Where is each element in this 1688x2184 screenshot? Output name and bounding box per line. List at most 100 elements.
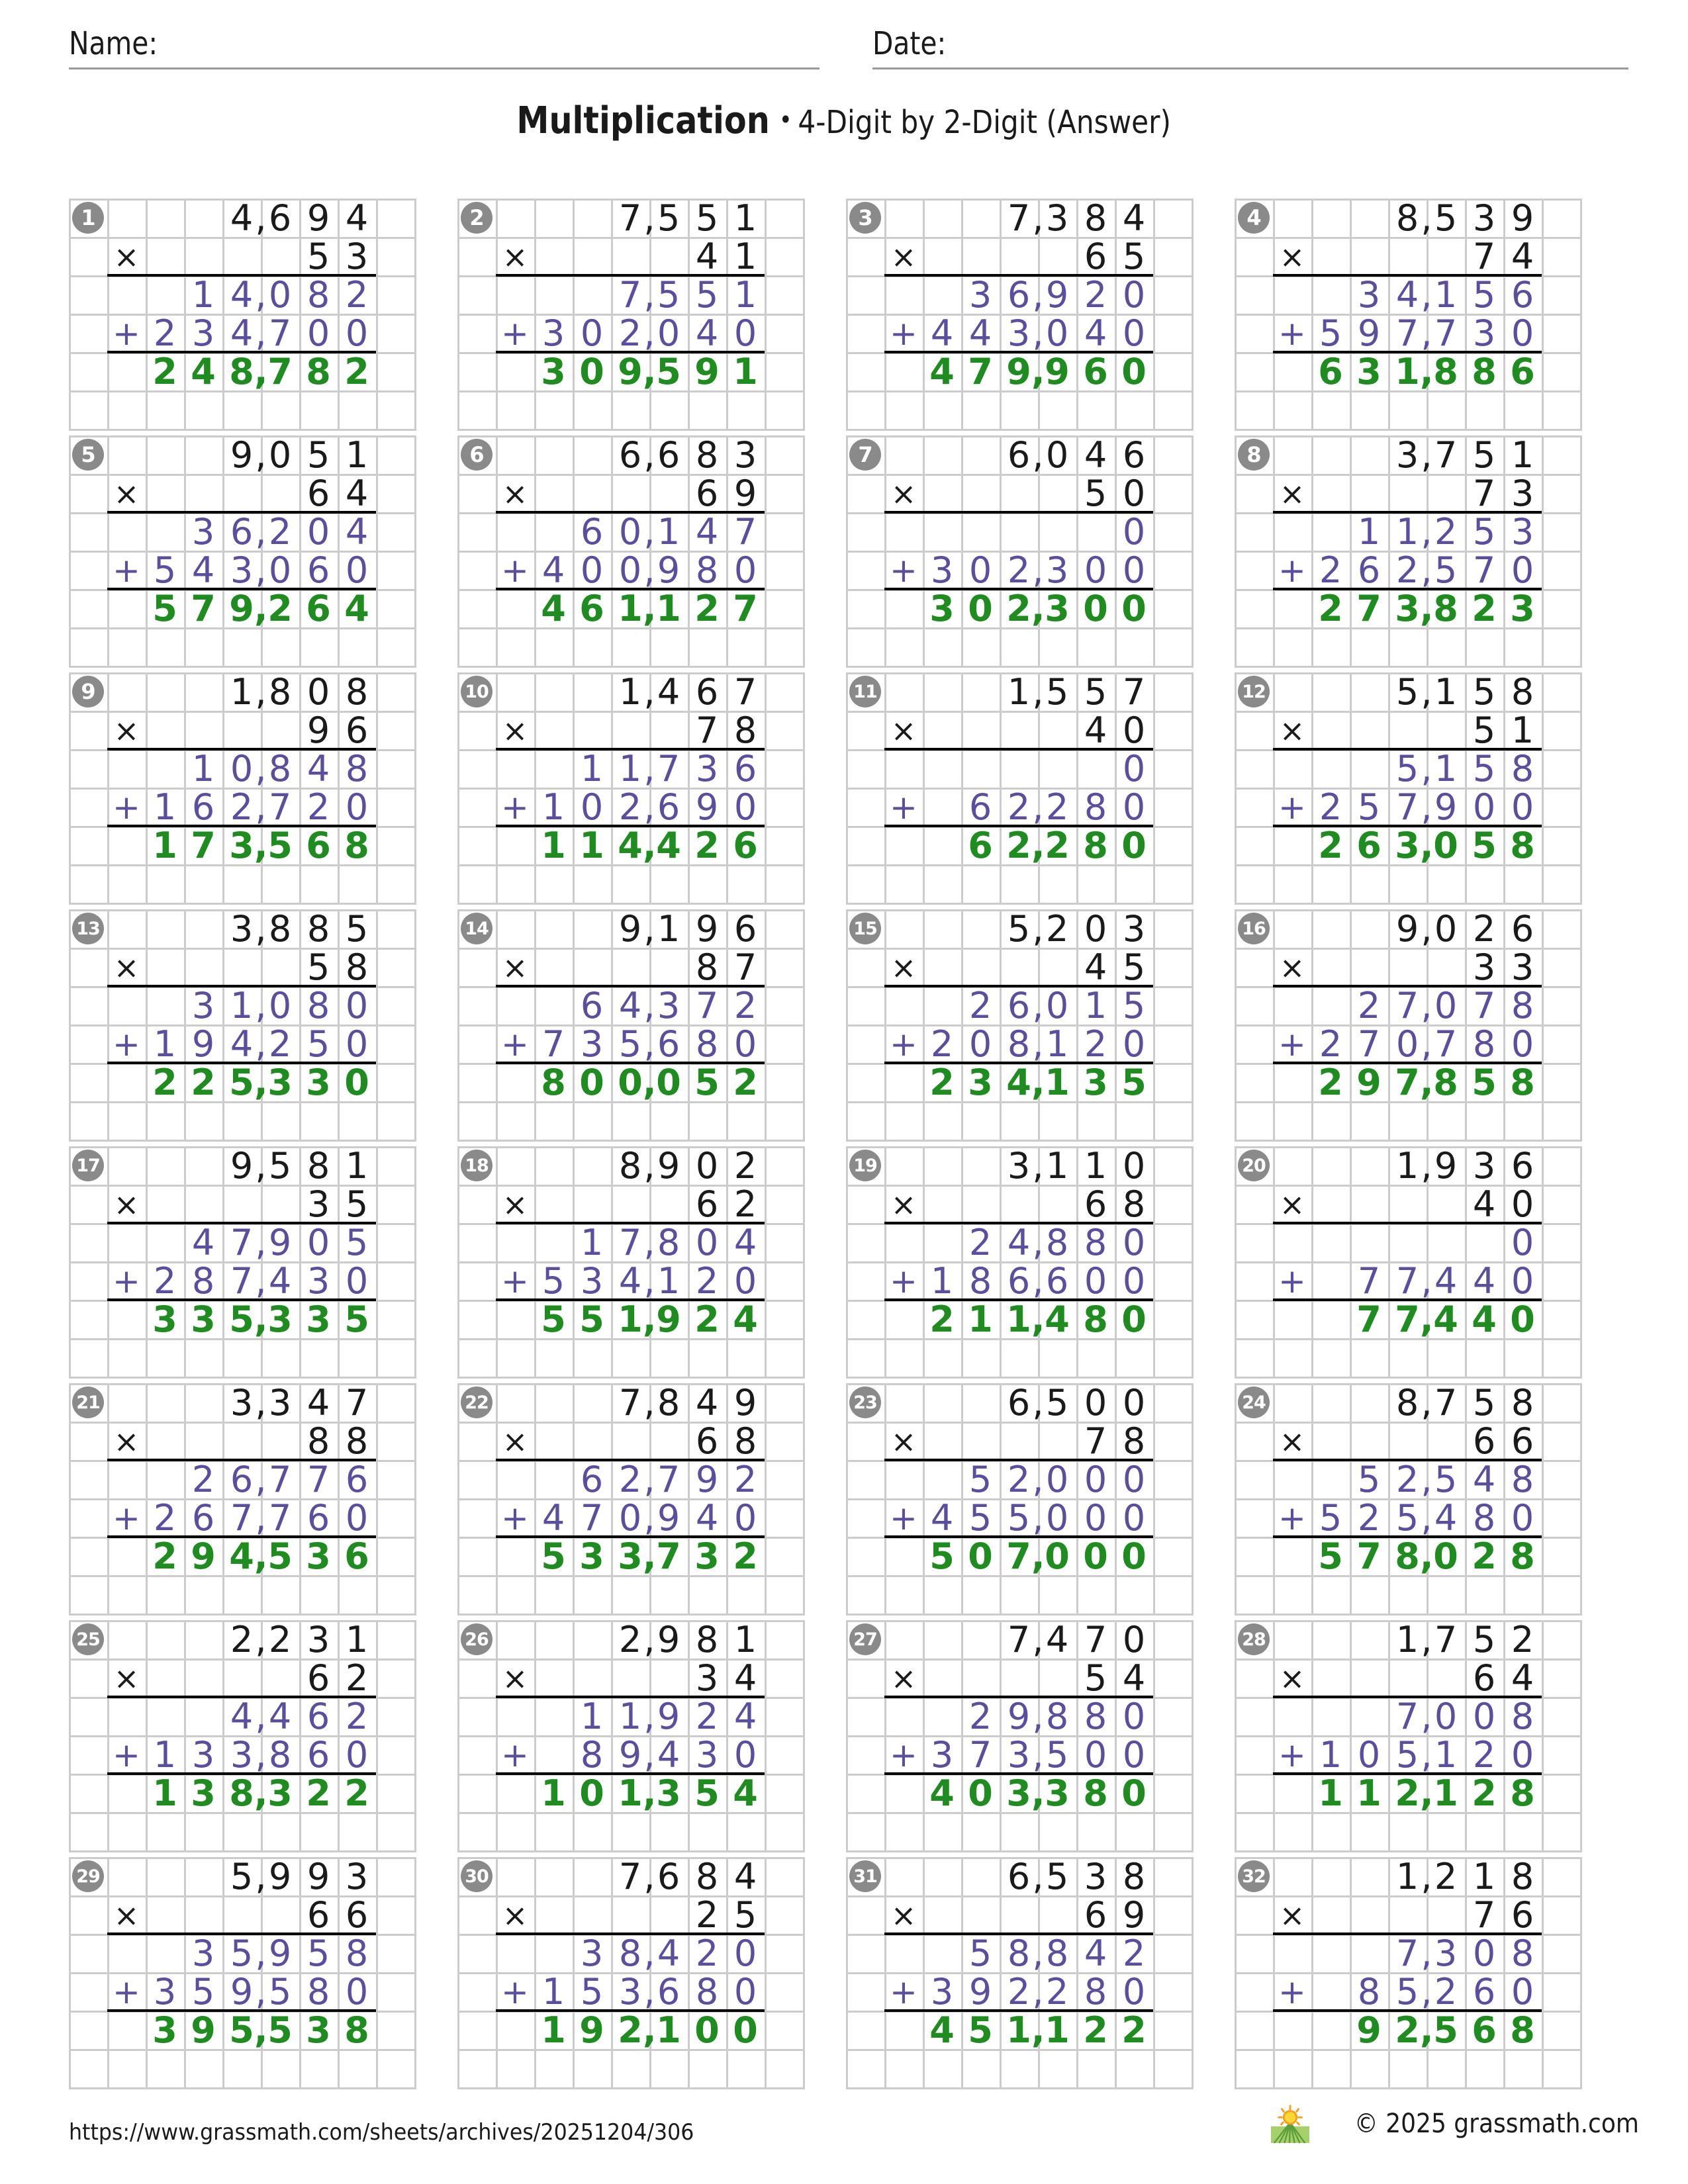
multiplicand-digit: 1 <box>230 671 254 713</box>
product-comma: , <box>1420 1772 1434 1814</box>
answer-rule <box>496 1298 765 1301</box>
answer-rule <box>107 1298 376 1301</box>
plus-sign: + <box>113 1262 140 1300</box>
multiplicand-digit: 3 <box>1472 1145 1496 1187</box>
multiplicand-digit: 9 <box>230 1145 254 1187</box>
partial-product-1-digit: 8 <box>345 748 369 790</box>
partial-product-2-digit: 5 <box>1395 1497 1419 1539</box>
multiplicand-digit: 6 <box>1511 908 1534 950</box>
partial-product-1-digit: 2 <box>268 511 292 553</box>
title-subtitle: 4-Digit by 2-Digit (Answer) <box>798 104 1172 141</box>
partial-product-1-digit: 0 <box>268 985 292 1026</box>
multiplier-digit: 6 <box>1511 1894 1534 1936</box>
multiplier-digit: 3 <box>1511 473 1534 514</box>
plus-sign: + <box>890 1499 917 1537</box>
multiplier-digit: 4 <box>1511 236 1534 277</box>
product-digit: 4 <box>1006 1062 1031 1103</box>
multiplier-digit: 4 <box>1122 1657 1146 1699</box>
multiplicand-comma: , <box>643 1856 655 1897</box>
partial-product-2-digit: 1 <box>1434 1734 1458 1776</box>
product-digit: 3 <box>618 1535 643 1577</box>
partial-product-1-comma: , <box>1421 985 1432 1026</box>
product-digit: 8 <box>1510 825 1535 866</box>
product-digit: 3 <box>229 825 254 866</box>
partial-product-1-digit: 2 <box>695 1933 719 1974</box>
partial-product-2-digit: 4 <box>930 312 954 354</box>
multiplier-digit: 1 <box>733 236 757 277</box>
partial-product-2-digit: 0 <box>1084 549 1107 591</box>
multiplier-digit: 2 <box>345 1657 369 1699</box>
product-digit: 5 <box>694 1062 720 1103</box>
partial-product-2-digit: 5 <box>968 1497 992 1539</box>
partial-product-2-digit: 0 <box>733 1971 757 2013</box>
partial-product-1-digit: 8 <box>1084 1696 1107 1737</box>
partial-product-1-digit: 0 <box>1045 985 1069 1026</box>
problem-block: 30 7 6 8 4, × 2 5 3 8 4 2 0, +1 5 3 6 8 0, 1 9 2 1 0 0, <box>457 1857 805 2089</box>
partial-product-1-digit: 1 <box>1357 511 1381 553</box>
partial-product-2-digit: 5 <box>1045 1734 1069 1776</box>
partial-product-1-digit: 2 <box>618 1459 642 1500</box>
multiplier-rule <box>496 748 765 751</box>
problem-block: 6 6 6 8 3, × 6 9 6 0 1 4 7, +4 0 0 9 8 0, 4 6 1 1 2 7, <box>457 435 805 668</box>
partial-product-2-digit: 0 <box>733 549 757 591</box>
partial-product-2-digit: 6 <box>657 1971 680 2013</box>
partial-product-2-digit: 8 <box>268 1734 292 1776</box>
problem-number-badge: 13 <box>72 913 104 944</box>
product-digit: 0 <box>579 1062 604 1103</box>
problem-number-badge: 16 <box>1238 913 1270 944</box>
partial-product-2-comma: , <box>643 1497 655 1539</box>
answer-rule <box>1273 1535 1542 1538</box>
partial-product-2-digit: 8 <box>1472 1023 1496 1065</box>
partial-product-1-digit: 5 <box>657 274 680 316</box>
multiplicand-digit: 1 <box>657 908 680 950</box>
times-sign: × <box>113 1661 140 1696</box>
partial-product-1-digit: 1 <box>580 1222 604 1263</box>
multiplicand-digit: 8 <box>345 671 369 713</box>
product-digit: 0 <box>579 351 604 392</box>
partial-product-2-comma: , <box>1421 786 1432 828</box>
multiplicand-digit: 2 <box>1045 908 1069 950</box>
partial-product-2-digit: 2 <box>1084 1023 1107 1065</box>
partial-product-1-digit: 8 <box>306 985 330 1026</box>
partial-product-2-digit: 6 <box>657 786 680 828</box>
partial-product-1-digit: 8 <box>268 748 292 790</box>
product-digit: 2 <box>306 1772 331 1814</box>
multiplicand-digit: 7 <box>1084 1619 1107 1661</box>
problem-block: 15 5 2 0 3, × 4 5 2 6 0 1 5, +2 0 8 1 2 0, 2 3 4 1 3 5, <box>846 909 1194 1142</box>
multiplicand-digit: 3 <box>230 1382 254 1424</box>
partial-product-1-digit: 5 <box>968 1459 992 1500</box>
product-digit: 8 <box>306 351 331 392</box>
product-digit: 0 <box>694 2009 720 2051</box>
partial-product-1-digit: 1 <box>1084 985 1107 1026</box>
multiplicand-digit: 8 <box>268 671 292 713</box>
product-digit: 8 <box>229 351 254 392</box>
partial-product-1-digit: 4 <box>345 511 369 553</box>
product-digit: 9 <box>618 351 643 392</box>
partial-product-1-comma: , <box>643 1933 655 1974</box>
problem-block: 24 8 7 5 8, × 6 6 5 2 5 4 8, +5 2 5 4 8 0, 5 7 8 0 2 8, <box>1235 1383 1582 1615</box>
multiplier-digit: 6 <box>1472 1420 1496 1462</box>
product-digit: 7 <box>1395 1062 1420 1103</box>
product-digit: 1 <box>618 588 643 629</box>
partial-product-2-comma: , <box>255 312 267 354</box>
partial-product-2-comma: , <box>255 1734 267 1776</box>
multiplier-digit: 7 <box>1472 473 1496 514</box>
partial-product-2-digit: 4 <box>541 549 565 591</box>
product-digit: 4 <box>929 351 955 392</box>
partial-product-2-digit: 6 <box>657 1023 680 1065</box>
partial-product-2-digit: 7 <box>1357 1023 1381 1065</box>
partial-product-1-digit: 4 <box>191 1222 215 1263</box>
times-sign: × <box>113 476 140 512</box>
partial-product-2-digit: 3 <box>1007 1734 1031 1776</box>
partial-product-2-digit: 3 <box>930 549 954 591</box>
partial-product-1-digit: 5 <box>306 1933 330 1974</box>
partial-product-1-digit: 9 <box>1007 1696 1031 1737</box>
multiplier-rule <box>107 1696 376 1698</box>
partial-product-1-digit: 9 <box>695 1459 719 1500</box>
product-digit: 8 <box>541 1062 566 1103</box>
partial-product-1-digit: 6 <box>345 1459 369 1500</box>
multiplier-digit: 8 <box>733 1420 757 1462</box>
footer-copyright: © 2025 grassmath.com <box>1354 2109 1639 2139</box>
partial-product-2-digit: 0 <box>1045 1497 1069 1539</box>
partial-product-1-digit: 3 <box>191 511 215 553</box>
